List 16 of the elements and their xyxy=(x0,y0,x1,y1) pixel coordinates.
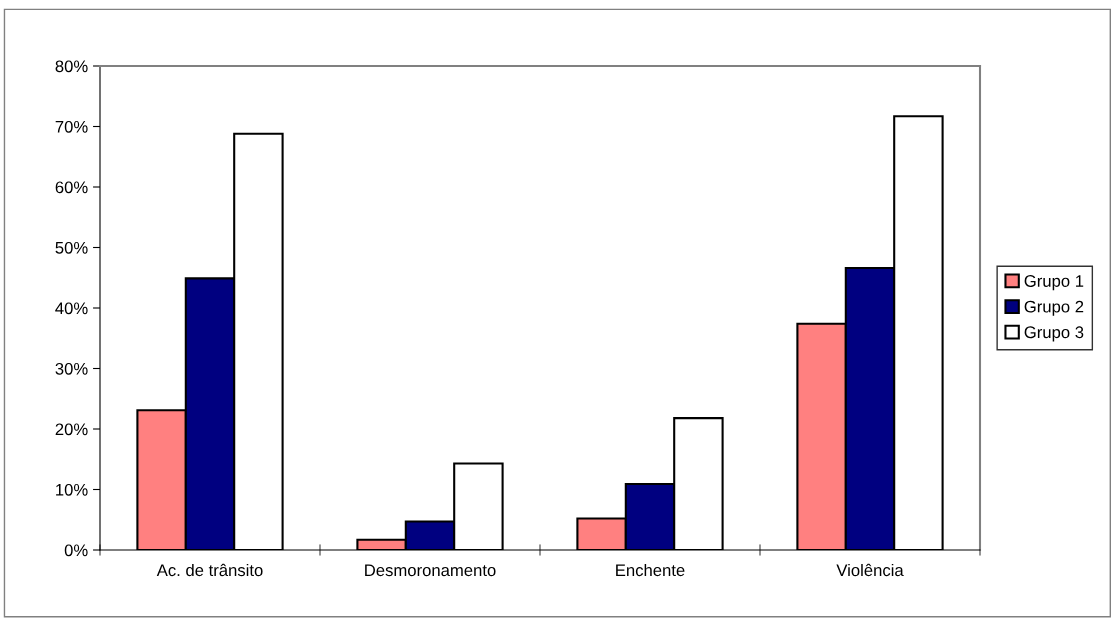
legend-label: Grupo 2 xyxy=(1024,300,1084,316)
y-tick-label: 60% xyxy=(55,181,88,194)
y-tick-label: 40% xyxy=(55,302,88,315)
y-tick-label: 50% xyxy=(55,241,88,254)
legend-label: Grupo 3 xyxy=(1024,326,1084,342)
x-tick-label: Ac. de trânsito xyxy=(156,563,263,577)
y-tick-label: 20% xyxy=(55,423,88,436)
x-tick-label: Enchente xyxy=(616,563,685,577)
y-tick-label: 0% xyxy=(64,544,88,557)
y-tick-label: 80% xyxy=(55,60,88,73)
y-tick-label: 30% xyxy=(55,362,88,375)
x-tick-label: Violência xyxy=(836,563,904,577)
legend-label: Grupo 1 xyxy=(1024,275,1084,291)
y-tick-label: 70% xyxy=(55,120,88,133)
y-tick-label: 10% xyxy=(56,483,88,496)
x-tick-label: Desmoronamento xyxy=(365,564,496,577)
